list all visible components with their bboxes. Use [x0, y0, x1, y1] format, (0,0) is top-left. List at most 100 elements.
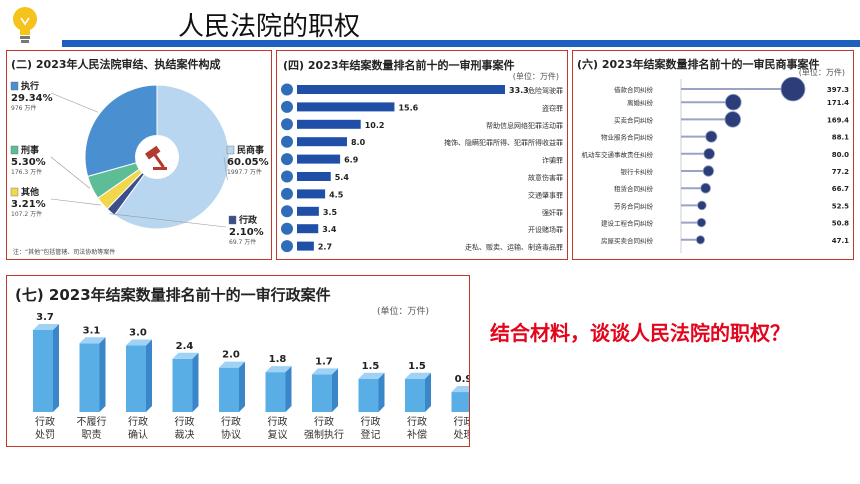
admin-category: 行政: [268, 415, 288, 428]
gavel-head: [144, 145, 161, 160]
admin-bar: [312, 374, 332, 412]
civil-category: 借款合同纠纷: [614, 85, 654, 94]
slice-label: 行政: [238, 214, 258, 226]
crime-icon: [281, 240, 293, 253]
admin-bar-side: [146, 339, 152, 412]
slice-icon: [10, 145, 19, 155]
slide-title: 人民法院的职权: [178, 12, 361, 42]
admin-bar-top: [219, 361, 245, 368]
admin-category: 协议: [221, 428, 241, 441]
civil-dot: [780, 77, 806, 102]
slice-cases: 69.7 万件: [229, 238, 256, 246]
civil-value: 169.4: [827, 116, 849, 124]
admin-category: 职责: [82, 428, 102, 441]
criminal-unit: (单位：万件): [512, 72, 559, 81]
admin-bar-top: [405, 372, 431, 379]
slice-label: 民商事: [237, 144, 264, 156]
civil-category: 租赁合同纠纷: [614, 184, 654, 193]
admin-category: 强制执行: [304, 428, 344, 441]
crime-bar: [297, 241, 314, 251]
civil-lollipop-chart: 借款合同纠纷 397.3 离婚纠纷 171.4 买卖合同纠纷 169.4 物业服务合同纠纷 8…: [582, 77, 849, 253]
admin-bar-side: [378, 372, 385, 412]
civil-dot: [703, 148, 715, 160]
slice-leader-line: [50, 92, 99, 113]
civil-dot: [705, 130, 718, 143]
admin-bar: [33, 330, 53, 412]
slice-leader-line: [50, 198, 101, 206]
civil-dot: [702, 165, 715, 177]
crime-category: 交通肇事罪: [528, 190, 563, 199]
admin-category: 确认: [128, 428, 148, 441]
admin-category: 补偿: [407, 428, 427, 441]
slice-percent: 3.21%: [11, 199, 46, 210]
admin-category: 处罚: [35, 429, 55, 441]
admin-category: 行政: [314, 415, 334, 428]
gavel-handle: [153, 153, 165, 168]
pie-panel: (二) 2023年人民法院审结、执结案件构成 民商事 60.05% 1997.7 万…: [6, 50, 272, 260]
crime-bar: [297, 154, 341, 164]
crime-bar: [297, 85, 505, 94]
crime-value: 6.9: [344, 156, 359, 165]
admin-value: 3.1: [83, 325, 101, 336]
slice-leader-line: [223, 156, 228, 181]
civil-category: 银行卡纠纷: [621, 167, 654, 176]
admin-bar-side: [53, 324, 59, 412]
crime-bar: [297, 189, 326, 199]
admin-title: (七) 2023年结案数量排名前十的一审行政案件: [15, 286, 331, 304]
civil-category: 离婚纠纷: [627, 98, 654, 107]
crime-icon: [281, 83, 293, 96]
civil-dot: [724, 111, 742, 128]
admin-bar-side: [99, 337, 106, 412]
admin-bar: [405, 378, 425, 412]
pie-footnote: 注：“其他”包括管辖、司法协助等案件: [13, 249, 116, 256]
crime-icon: [281, 222, 293, 235]
admin-bar-top: [172, 352, 199, 359]
crime-icon: [281, 170, 293, 183]
crime-category: 故意伤害罪: [528, 173, 563, 182]
crime-bar: [297, 172, 331, 181]
civil-unit: (单位：万件): [798, 68, 845, 77]
admin-bar-top: [126, 339, 152, 346]
civil-value: 77.2: [832, 168, 849, 176]
lightbulb-icon: [13, 7, 37, 43]
admin-bar-top: [451, 386, 469, 393]
slice-icon: [10, 81, 19, 91]
admin-panel: (七) 2023年结案数量排名前十的一审行政案件 (单位：万件) 3.7 行政 处罚…: [6, 275, 470, 447]
slice-cases: 176.3 万件: [11, 168, 42, 176]
crime-value: 8.0: [351, 138, 366, 147]
admin-value: 3.0: [129, 328, 147, 339]
admin-category: 行政: [407, 415, 427, 428]
crime-value: 5.4: [335, 173, 350, 182]
admin-bar: [172, 358, 193, 412]
civil-dot: [696, 217, 707, 228]
civil-value: 52.5: [832, 202, 849, 210]
pie-title: (二) 2023年人民法院审结、执结案件构成: [11, 58, 221, 71]
admin-category: 复议: [268, 428, 288, 441]
admin-value: 2.0: [222, 350, 240, 361]
civil-value: 66.7: [832, 185, 849, 193]
crime-value: 33.3: [509, 86, 529, 95]
criminal-panel: (四) 2023年结案数量排名前十的一审刑事案件 (单位：万件) 33.3 危险驾…: [276, 50, 568, 260]
admin-value: 1.8: [269, 354, 287, 365]
admin-bar: [126, 345, 146, 412]
crime-bar: [297, 102, 395, 112]
admin-bar-side: [332, 368, 338, 412]
crime-bar: [297, 137, 347, 147]
admin-bar-top: [33, 324, 59, 330]
admin-bar-side: [239, 361, 245, 412]
civil-title: (六) 2023年结案数量排名前十的一审民商事案件: [577, 58, 820, 71]
admin-bar-side: [192, 352, 199, 412]
civil-dot: [700, 182, 711, 194]
crime-value: 2.7: [318, 243, 332, 252]
admin-value: 1.5: [408, 361, 426, 372]
admin-bar-side: [425, 372, 431, 412]
slice-label: 其他: [21, 186, 39, 198]
slice-percent: 29.34%: [11, 93, 53, 104]
admin-bar-top: [265, 366, 292, 373]
admin-category: 行政: [361, 415, 381, 428]
admin-bar-top: [79, 337, 106, 344]
admin-bar: [358, 378, 379, 412]
slice-cases: 1997.7 万件: [227, 168, 262, 176]
